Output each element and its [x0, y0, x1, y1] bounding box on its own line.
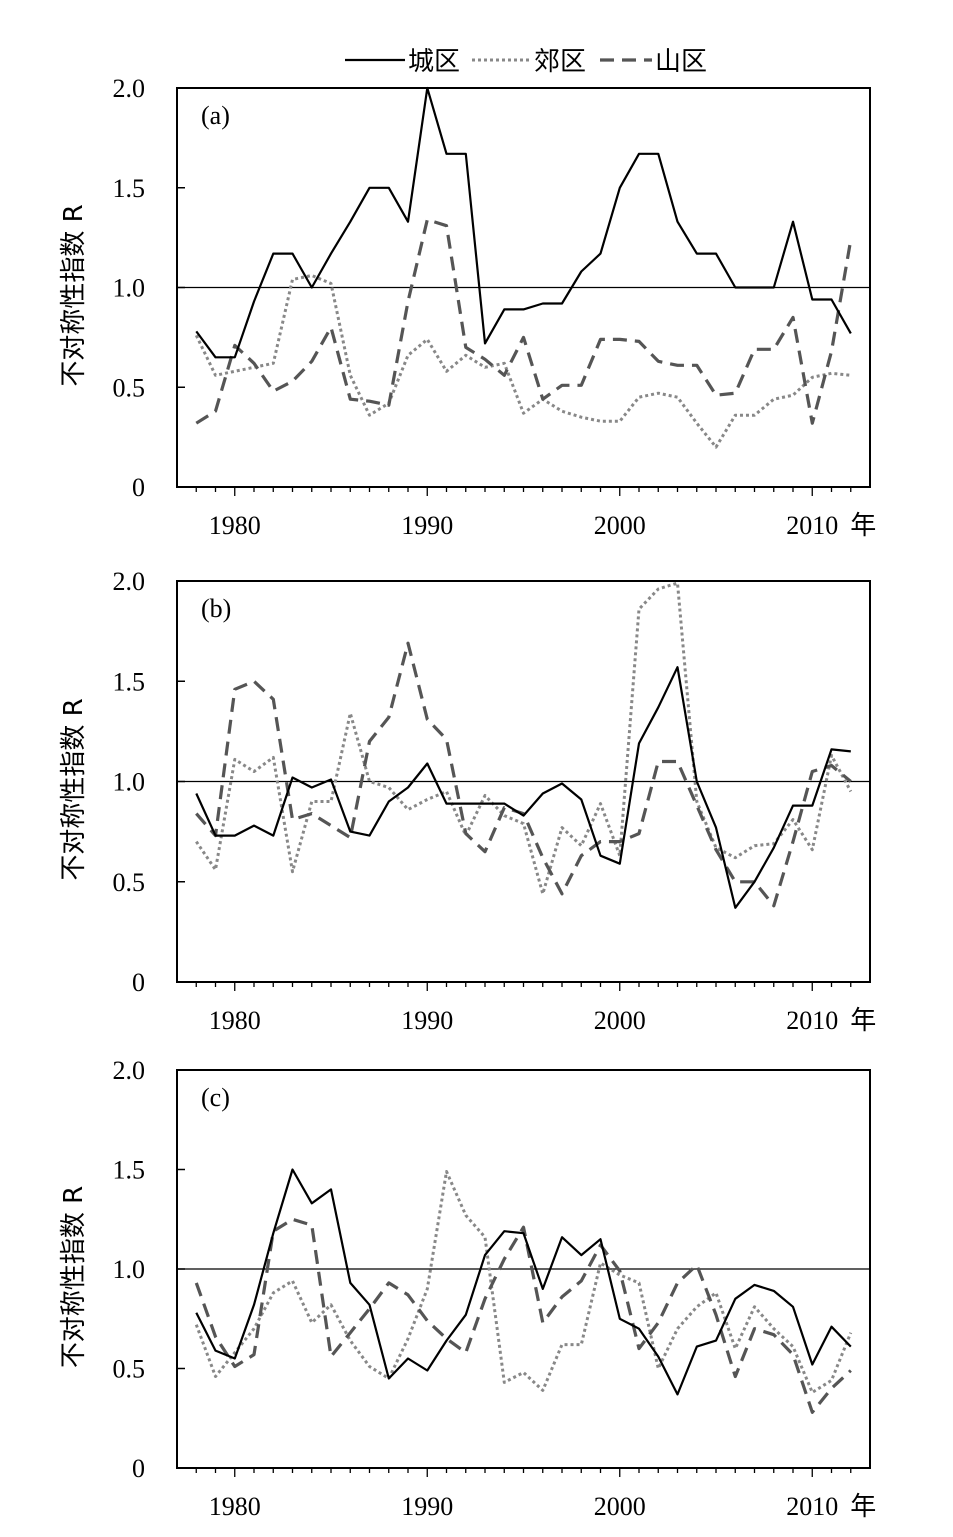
y-axis-label: 不对称性指数 R	[59, 698, 89, 880]
y-axis-label: 不对称性指数 R	[59, 1186, 89, 1368]
series-line-suburban	[195, 581, 853, 896]
x-tick-label: 2010	[786, 511, 838, 540]
series-line-suburban	[194, 1170, 853, 1394]
y-axis-label: 不对称性指数 R	[59, 204, 89, 386]
y-tick-label: 0	[132, 1454, 145, 1483]
y-tick-label: 1.5	[113, 1156, 146, 1185]
y-tick-label: 0	[132, 968, 145, 997]
x-tick-label: 2010	[786, 1006, 838, 1035]
x-tick-label: 2010	[786, 1492, 838, 1521]
panel-b: 0 0.5 1.0 1.5 2.0 1980 1990 2000 2010 年 不对称性指数 R (b…	[59, 567, 876, 1036]
series-line-mountain	[195, 641, 852, 908]
legend-item-urban: 城区	[345, 47, 460, 77]
panel-c: 0 0.5 1.0 1.5 2.0 1980 1990 2000 2010 年 不对称性指数 R (c…	[59, 1056, 876, 1522]
y-tick-label: 1.5	[113, 667, 146, 696]
series-line-urban	[195, 666, 851, 909]
y-tick-label: 2.0	[113, 567, 146, 596]
y-tick-label: 2.0	[113, 74, 146, 103]
series-line-mountain	[194, 1217, 852, 1414]
legend-item-mountain: 山区	[600, 47, 707, 77]
panel-label: (b)	[201, 594, 231, 623]
x-tick-label: 1980	[209, 1006, 261, 1035]
y-tick-label: 0.5	[113, 1355, 146, 1384]
series-line-urban	[195, 86, 852, 359]
y-tick-label: 1.0	[113, 274, 146, 303]
x-unit-label: 年	[850, 511, 876, 541]
x-unit-label: 年	[850, 1006, 876, 1036]
y-tick-label: 2.0	[113, 1056, 146, 1085]
legend-label-mountain: 山区	[655, 47, 707, 77]
series-line-mountain	[195, 218, 853, 425]
y-tick-label: 1.0	[113, 1255, 146, 1284]
y-tick-label: 0	[132, 473, 145, 502]
legend-label-urban: 城区	[408, 47, 460, 77]
y-tick-label: 1.5	[113, 174, 146, 203]
x-tick-label: 1990	[401, 1006, 453, 1035]
y-tick-label: 0.5	[113, 373, 146, 402]
y-tick-label: 1.0	[113, 768, 146, 797]
x-tick-label: 1980	[209, 1492, 261, 1521]
y-tick-label: 0.5	[113, 868, 146, 897]
x-tick-label: 2000	[594, 1492, 646, 1521]
x-unit-label: 年	[850, 1492, 876, 1522]
series-line-urban	[195, 1168, 852, 1396]
x-tick-label: 1980	[209, 511, 261, 540]
x-tick-label: 2000	[594, 511, 646, 540]
panel-a: 0 0.5 1.0 1.5 2.0 1980 1990 2000 2010 年 不对称性指数 R (a…	[59, 74, 876, 541]
x-tick-label: 2000	[594, 1006, 646, 1035]
legend: 城区 郊区 山区	[345, 47, 707, 77]
x-tick-label: 1990	[401, 511, 453, 540]
legend-item-suburban: 郊区	[472, 47, 586, 77]
panel-label: (c)	[201, 1083, 230, 1112]
legend-label-suburban: 郊区	[534, 47, 586, 77]
series-line-suburban	[194, 274, 851, 449]
panel-label: (a)	[201, 101, 230, 130]
x-tick-label: 1990	[401, 1492, 453, 1521]
